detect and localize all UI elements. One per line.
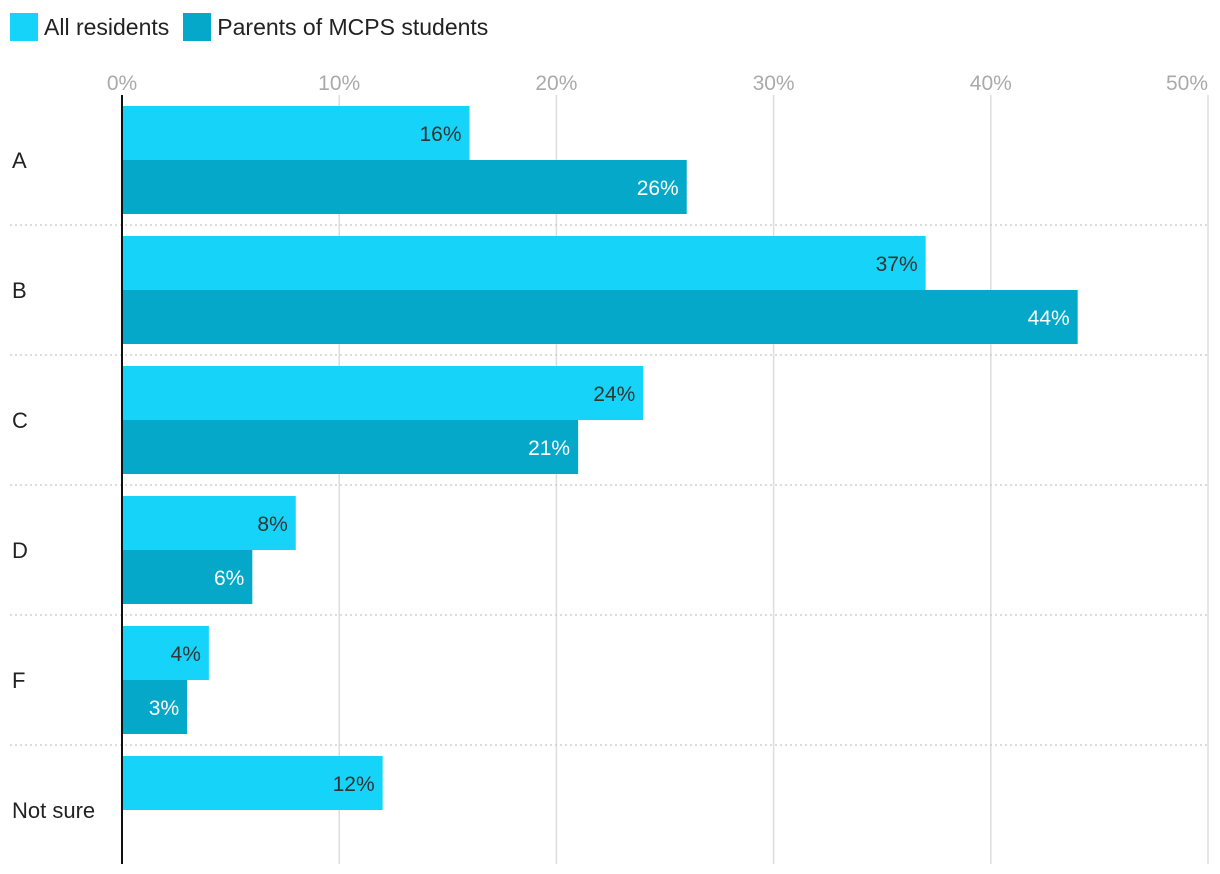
- category-label: C: [12, 408, 28, 433]
- legend-swatch-all-residents: [10, 13, 38, 41]
- bar-parents-d: [122, 550, 253, 604]
- bar-value-label: 12%: [333, 773, 375, 796]
- bar-parents-a: [122, 160, 687, 214]
- bar-value-label: 16%: [419, 123, 461, 146]
- bar-all-residents-f: [122, 626, 209, 680]
- x-tick-label: 10%: [318, 72, 360, 95]
- bar-value-label: 44%: [1028, 307, 1070, 330]
- bar-value-label: 3%: [149, 697, 179, 720]
- bar-value-label: 8%: [257, 513, 287, 536]
- bar-value-label: 4%: [171, 643, 201, 666]
- legend-swatch-parents: [183, 13, 212, 41]
- x-tick-label: 0%: [107, 72, 137, 95]
- bar-all-residents-not-sure: [122, 756, 383, 810]
- x-tick-label: 50%: [1166, 72, 1208, 95]
- category-label: F: [12, 668, 25, 693]
- category-label: Not sure: [12, 798, 95, 823]
- bar-all-residents-c: [122, 366, 644, 420]
- bar-parents-f: [122, 680, 188, 734]
- x-tick-label: 30%: [753, 72, 795, 95]
- bar-all-residents-b: [122, 236, 926, 290]
- legend: All residents Parents of MCPS students: [10, 12, 502, 42]
- bar-all-residents-d: [122, 496, 296, 550]
- bar-value-label: 26%: [637, 177, 679, 200]
- legend-label-all-residents: All residents: [44, 13, 170, 40]
- legend-item-all-residents[interactable]: All residents: [10, 13, 169, 41]
- category-label: A: [12, 148, 27, 173]
- bar-value-label: 6%: [214, 567, 244, 590]
- bar-value-label: 21%: [528, 437, 570, 460]
- legend-label-parents: Parents of MCPS students: [217, 13, 489, 40]
- bar-all-residents-a: [122, 106, 470, 160]
- x-tick-label: 40%: [970, 72, 1012, 95]
- bar-value-label: 37%: [876, 253, 918, 276]
- bar-parents-c: [122, 420, 579, 474]
- x-tick-label: 20%: [535, 72, 577, 95]
- bar-value-label: 24%: [593, 383, 635, 406]
- bar-parents-b: [122, 290, 1078, 344]
- category-label: B: [12, 278, 27, 303]
- legend-item-parents[interactable]: Parents of MCPS students: [183, 13, 488, 41]
- category-label: D: [12, 538, 28, 563]
